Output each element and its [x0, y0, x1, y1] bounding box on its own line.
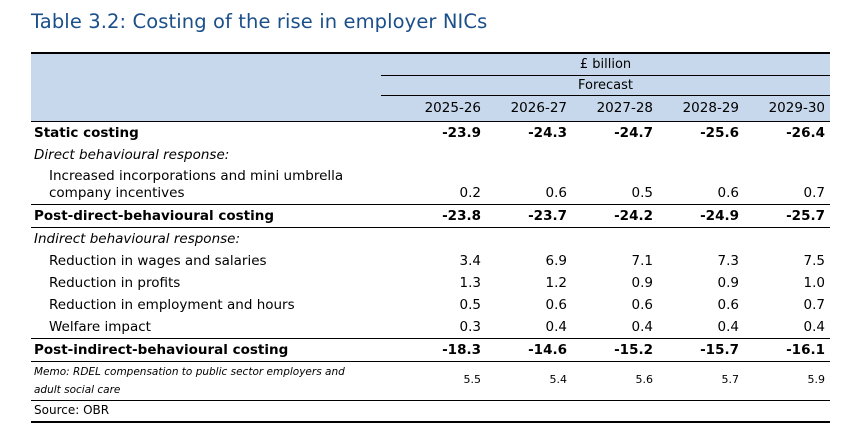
cell-value: -16.1	[786, 342, 825, 358]
cell-value: 3.4	[459, 253, 481, 269]
row-label: Reduction in employment and hours	[49, 297, 295, 313]
row-label: Static costing	[34, 125, 139, 141]
table-row: Indirect behavioural response:	[31, 227, 830, 250]
cell-value: 0.2	[459, 185, 481, 201]
cell-value: -14.6	[528, 342, 567, 358]
cell-value: -23.8	[442, 208, 481, 224]
cell-value: -18.3	[442, 342, 481, 358]
row-label: Welfare impact	[49, 319, 151, 335]
row-label: Post-direct-behavioural costing	[34, 208, 275, 224]
cell-value: 5.6	[635, 373, 654, 386]
table-row: Welfare impact 0.3 0.4 0.4 0.4 0.4	[31, 316, 830, 338]
source-note: Source: OBR	[31, 400, 830, 423]
cell-value: 7.3	[717, 253, 739, 269]
table-row: Post-direct-behavioural costing -23.8 -2…	[31, 204, 830, 227]
cell-value: 6.9	[545, 253, 567, 269]
cell-value: 0.3	[459, 319, 481, 335]
costing-table: £ billion Forecast 2025-26 2026-27 2027-…	[31, 52, 830, 423]
table-title: Table 3.2: Costing of the rise in employ…	[31, 10, 488, 33]
table-row: Reduction in profits 1.3 1.2 0.9 0.9 1.0	[31, 272, 830, 294]
cell-value: 0.4	[803, 319, 825, 335]
cell-value: 0.6	[717, 185, 739, 201]
cell-value: 0.4	[545, 319, 567, 335]
cell-value: -23.9	[442, 125, 481, 141]
row-label: Reduction in profits	[49, 275, 181, 291]
table-row: Increased incorporations and mini umbrel…	[31, 166, 830, 204]
cell-value: -26.4	[786, 125, 825, 141]
cell-value: 0.5	[459, 297, 481, 313]
year-headers: 2025-26 2026-27 2027-28 2028-29 2029-30	[31, 100, 830, 118]
table-row: Static costing -23.9 -24.3 -24.7 -25.6 -…	[31, 121, 830, 144]
cell-value: 0.6	[545, 185, 567, 201]
cell-value: -24.9	[700, 208, 739, 224]
cell-value: -24.3	[528, 125, 567, 141]
cell-value: 0.6	[631, 297, 653, 313]
cell-value: 7.5	[803, 253, 825, 269]
year-header: 2028-29	[682, 100, 739, 116]
cell-value: 0.4	[631, 319, 653, 335]
table-header: £ billion Forecast 2025-26 2026-27 2027-…	[31, 52, 830, 121]
cell-value: 1.2	[545, 275, 567, 291]
header-divider	[381, 95, 830, 96]
cell-value: 0.4	[717, 319, 739, 335]
cell-value: 5.5	[463, 373, 482, 386]
row-label: Increased incorporations and mini umbrel…	[49, 168, 344, 201]
year-header: 2025-26	[424, 100, 481, 116]
unit-label: £ billion	[579, 57, 632, 72]
cell-value: 5.4	[549, 373, 568, 386]
cell-value: 5.7	[721, 373, 740, 386]
cell-value: -24.7	[614, 125, 653, 141]
memo-label: Memo: RDEL compensation to public sector…	[34, 366, 345, 396]
period-label: Forecast	[577, 78, 633, 93]
table-row: Post-indirect-behavioural costing -18.3 …	[31, 338, 830, 362]
cell-value: -23.7	[528, 208, 567, 224]
cell-value: -25.6	[700, 125, 739, 141]
cell-value: 0.9	[631, 275, 653, 291]
row-label: Post-indirect-behavioural costing	[34, 342, 289, 358]
header-divider	[381, 75, 830, 76]
table-row: Reduction in employment and hours 0.5 0.…	[31, 294, 830, 316]
section-heading: Direct behavioural response:	[34, 147, 230, 163]
cell-value: 0.7	[803, 185, 825, 201]
table-row: Memo: RDEL compensation to public sector…	[31, 362, 830, 400]
cell-value: 0.9	[717, 275, 739, 291]
row-label: Reduction in wages and salaries	[49, 253, 267, 269]
cell-value: -24.2	[614, 208, 653, 224]
cell-value: 7.1	[631, 253, 653, 269]
table-body: Static costing -23.9 -24.3 -24.7 -25.6 -…	[31, 121, 830, 423]
cell-value: 0.5	[631, 185, 653, 201]
cell-value: 5.9	[807, 373, 826, 386]
year-header: 2029-30	[768, 100, 825, 116]
cell-value: -15.2	[614, 342, 653, 358]
cell-value: 1.0	[803, 275, 825, 291]
year-header: 2026-27	[510, 100, 567, 116]
cell-value: -25.7	[786, 208, 825, 224]
cell-value: 1.3	[459, 275, 481, 291]
cell-value: 0.6	[717, 297, 739, 313]
table-row: Direct behavioural response:	[31, 144, 830, 166]
cell-value: 0.6	[545, 297, 567, 313]
cell-value: 0.7	[803, 297, 825, 313]
source-label: Source: OBR	[34, 403, 110, 417]
table-row: Reduction in wages and salaries 3.4 6.9 …	[31, 250, 830, 272]
section-heading: Indirect behavioural response:	[34, 231, 241, 247]
cell-value: -15.7	[700, 342, 739, 358]
year-header: 2027-28	[596, 100, 653, 116]
